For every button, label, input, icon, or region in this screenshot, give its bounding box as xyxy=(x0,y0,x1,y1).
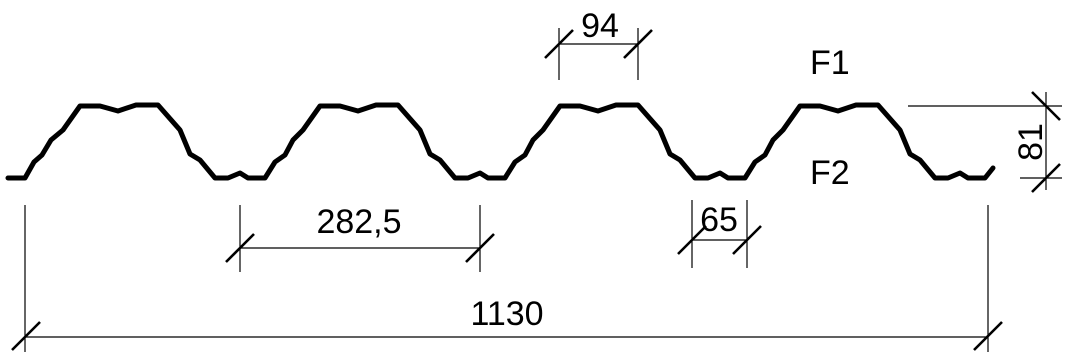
dimension-tick xyxy=(623,29,653,59)
dimension-top-flange: 94 xyxy=(544,7,653,80)
dimension-tick xyxy=(732,225,762,255)
dimension-bottom-flange: 65 xyxy=(677,200,762,268)
bottom-flange-width-label: 65 xyxy=(700,201,738,239)
bottom-face-label: F2 xyxy=(810,154,850,192)
top-face-label: F1 xyxy=(810,44,850,82)
dimension-tick xyxy=(11,321,41,351)
dimension-tick xyxy=(1031,91,1061,121)
dimension-rib-pitch: 282,5 xyxy=(225,203,495,272)
dimension-tick xyxy=(465,233,495,263)
dimension-total-width: 1130 xyxy=(11,205,1003,352)
profile-height-label: 81 xyxy=(1012,123,1050,161)
dimension-tick xyxy=(225,233,255,263)
dimension-tick xyxy=(544,29,574,59)
dimension-tick xyxy=(1031,163,1061,193)
dimension-tick xyxy=(973,321,1003,351)
rib-pitch-label: 282,5 xyxy=(316,203,401,241)
top-flange-width-label: 94 xyxy=(581,7,619,45)
dimension-profile-height: 81 xyxy=(908,91,1062,193)
dimension-tick xyxy=(677,225,707,255)
total-width-label: 1130 xyxy=(470,295,543,333)
sheet-profile-line xyxy=(5,102,996,181)
